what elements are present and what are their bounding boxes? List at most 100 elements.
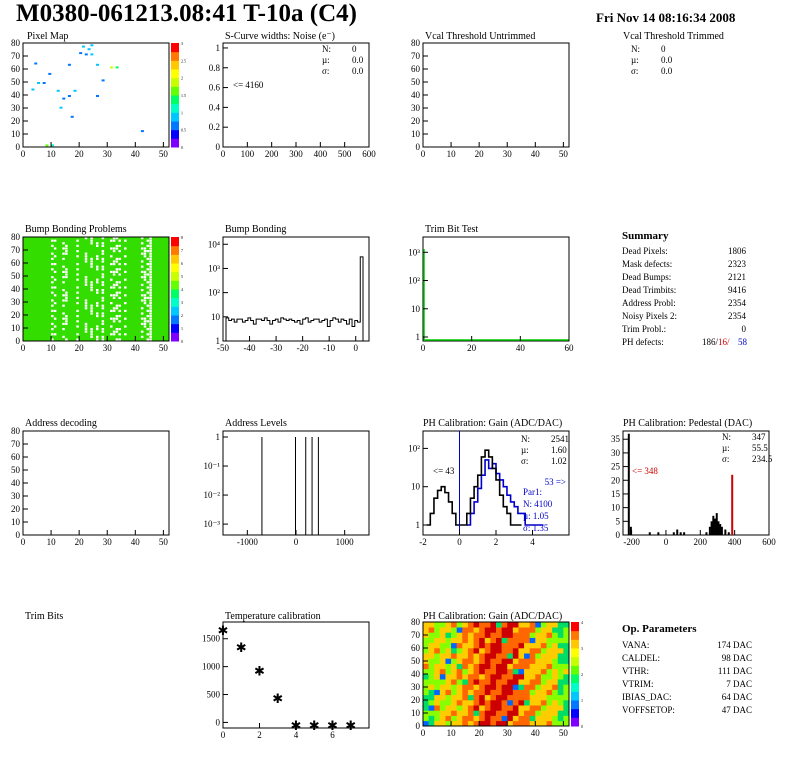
ph-gain-map-cell [434,689,441,696]
bump-map-white-cell [53,239,57,242]
bump-map-white-cell [90,309,93,312]
ph-gain-map-cell [451,648,457,654]
bump-map-white-cell [96,302,99,305]
ph-gain-map-cell [529,694,536,701]
op-params-title: Op. Parameters [622,623,697,635]
ph-gain-map-cell [479,663,486,670]
bump-map-white-cell [96,268,99,271]
bump-map-white-cell [143,299,147,302]
ph-gain-map-cell [484,668,491,675]
ph-gain-map-cell [557,627,564,633]
bump-map-white-cell [149,302,152,305]
ph-gain-map-cell [535,627,542,633]
x-tick-label: 20 [75,149,85,159]
bump-bonding-histogram [225,256,364,341]
ph-gain-map-cell [462,689,469,696]
ph-gain-map-cell [473,710,480,716]
ph-gain-map-cell [563,689,570,696]
bump-map-white-cell [51,299,54,302]
ph-gain-map-cell [439,622,446,628]
y-tick-label: 70 [11,51,21,61]
y-tick-label: 0.4 [209,102,221,112]
ph-gain-map-cell [557,679,564,685]
bump-map-white-cell [101,296,105,299]
ph-gain-map-cell [529,689,536,696]
bump-map-white-cell [65,252,68,255]
ph-gain-map-cell [518,700,525,706]
pixel-map-cell [96,95,99,97]
palette-label: 6 [181,261,183,266]
bump-map-white-cell [101,289,105,292]
ph-gain-map-cell [552,689,559,696]
chart-title: Temperature calibration [225,611,321,622]
stats-label: σ: [322,66,329,76]
bump-map-white-cell [76,291,79,294]
bump-map-white-cell [84,255,88,258]
bump-map-white-cell [76,268,79,271]
y-tick-label: 10³ [208,263,220,273]
ph-gain-map-cell [518,689,525,696]
bump-map-white-cell [84,330,88,333]
bump-map-white-cell [62,294,65,297]
bump-map-white-cell [65,268,68,271]
ph-gain-map-cell [552,720,559,727]
ph-gain-map-cell [529,705,536,711]
ph-pedestal-bar [676,529,679,535]
bump-map-white-cell [90,263,93,266]
ph-gain-map-cell [552,658,559,664]
ph-gain-map-cell [479,679,486,685]
chart-title: S-Curve widths: Noise (e⁻) [225,31,335,42]
ph-gain-map-cell [512,622,519,628]
bump-map-white-cell [90,239,93,242]
op-param-value: 174 DAC [717,640,752,650]
stats-value: 234.5 [752,454,773,464]
ph-gain-map-cell [490,663,497,670]
ph-gain-map-cell [496,622,502,628]
ph-gain-map-cell [490,684,497,690]
bump-map-white-cell [143,320,147,323]
bump-map-white-cell [146,281,150,284]
bump-map-white-cell [124,239,127,242]
x-tick-label: 600 [362,149,376,159]
pixel-map-cell [34,62,38,65]
y-tick-label: 50 [411,77,421,87]
stats-label: µ: [322,55,330,65]
bump-map-white-cell [90,281,93,284]
y-tick-label: 500 [207,690,221,700]
pixel-map-cell [51,144,55,147]
ph-gain-map-cell [540,689,547,696]
ph-gain-map-cell [439,632,446,638]
ph-gain-map-cell [540,715,547,722]
bump-map-white-cell [143,250,147,253]
summary-row-label: Trim Probl.: [622,324,666,334]
bump-map-white-cell [112,270,116,273]
ph-pedestal-bar [672,532,675,535]
y-tick-label: 70 [11,245,21,255]
ph-gain-map-cell [557,700,564,706]
ph-gain-map-cell [557,642,564,649]
ph-gain-map-cell [518,653,525,659]
ph-gain-map-cell [546,720,553,727]
bump-map-white-cell [149,242,152,245]
ph-gain-map-cell [456,622,463,628]
ph-gain-map-cell [563,622,570,628]
bump-map-white-cell [62,270,65,273]
ph-gain-map-cell [462,637,469,644]
ph-gain-map-cell [546,694,553,701]
ph-gain-map-cell [540,653,547,659]
bump-map-white-cell [149,315,152,318]
y-tick-label: 0 [616,530,621,540]
palette-label: 2 [181,76,183,81]
bump-map-white-cell [118,338,121,341]
bump-map-white-cell [101,315,105,318]
ph-gain-map-cell [462,622,469,628]
bump-map-white-cell [115,304,119,307]
x-tick-label: 2 [494,537,499,547]
chart-title: Pixel Map [27,31,68,42]
ph-gain-map-cell [496,720,502,727]
x-tick-label: 50 [559,149,569,159]
temperature-point: ✱ [218,623,229,638]
ph-gain-map-cell [563,648,570,654]
ph-gain-map-cell [512,684,519,690]
bump-map-white-cell [140,330,144,333]
